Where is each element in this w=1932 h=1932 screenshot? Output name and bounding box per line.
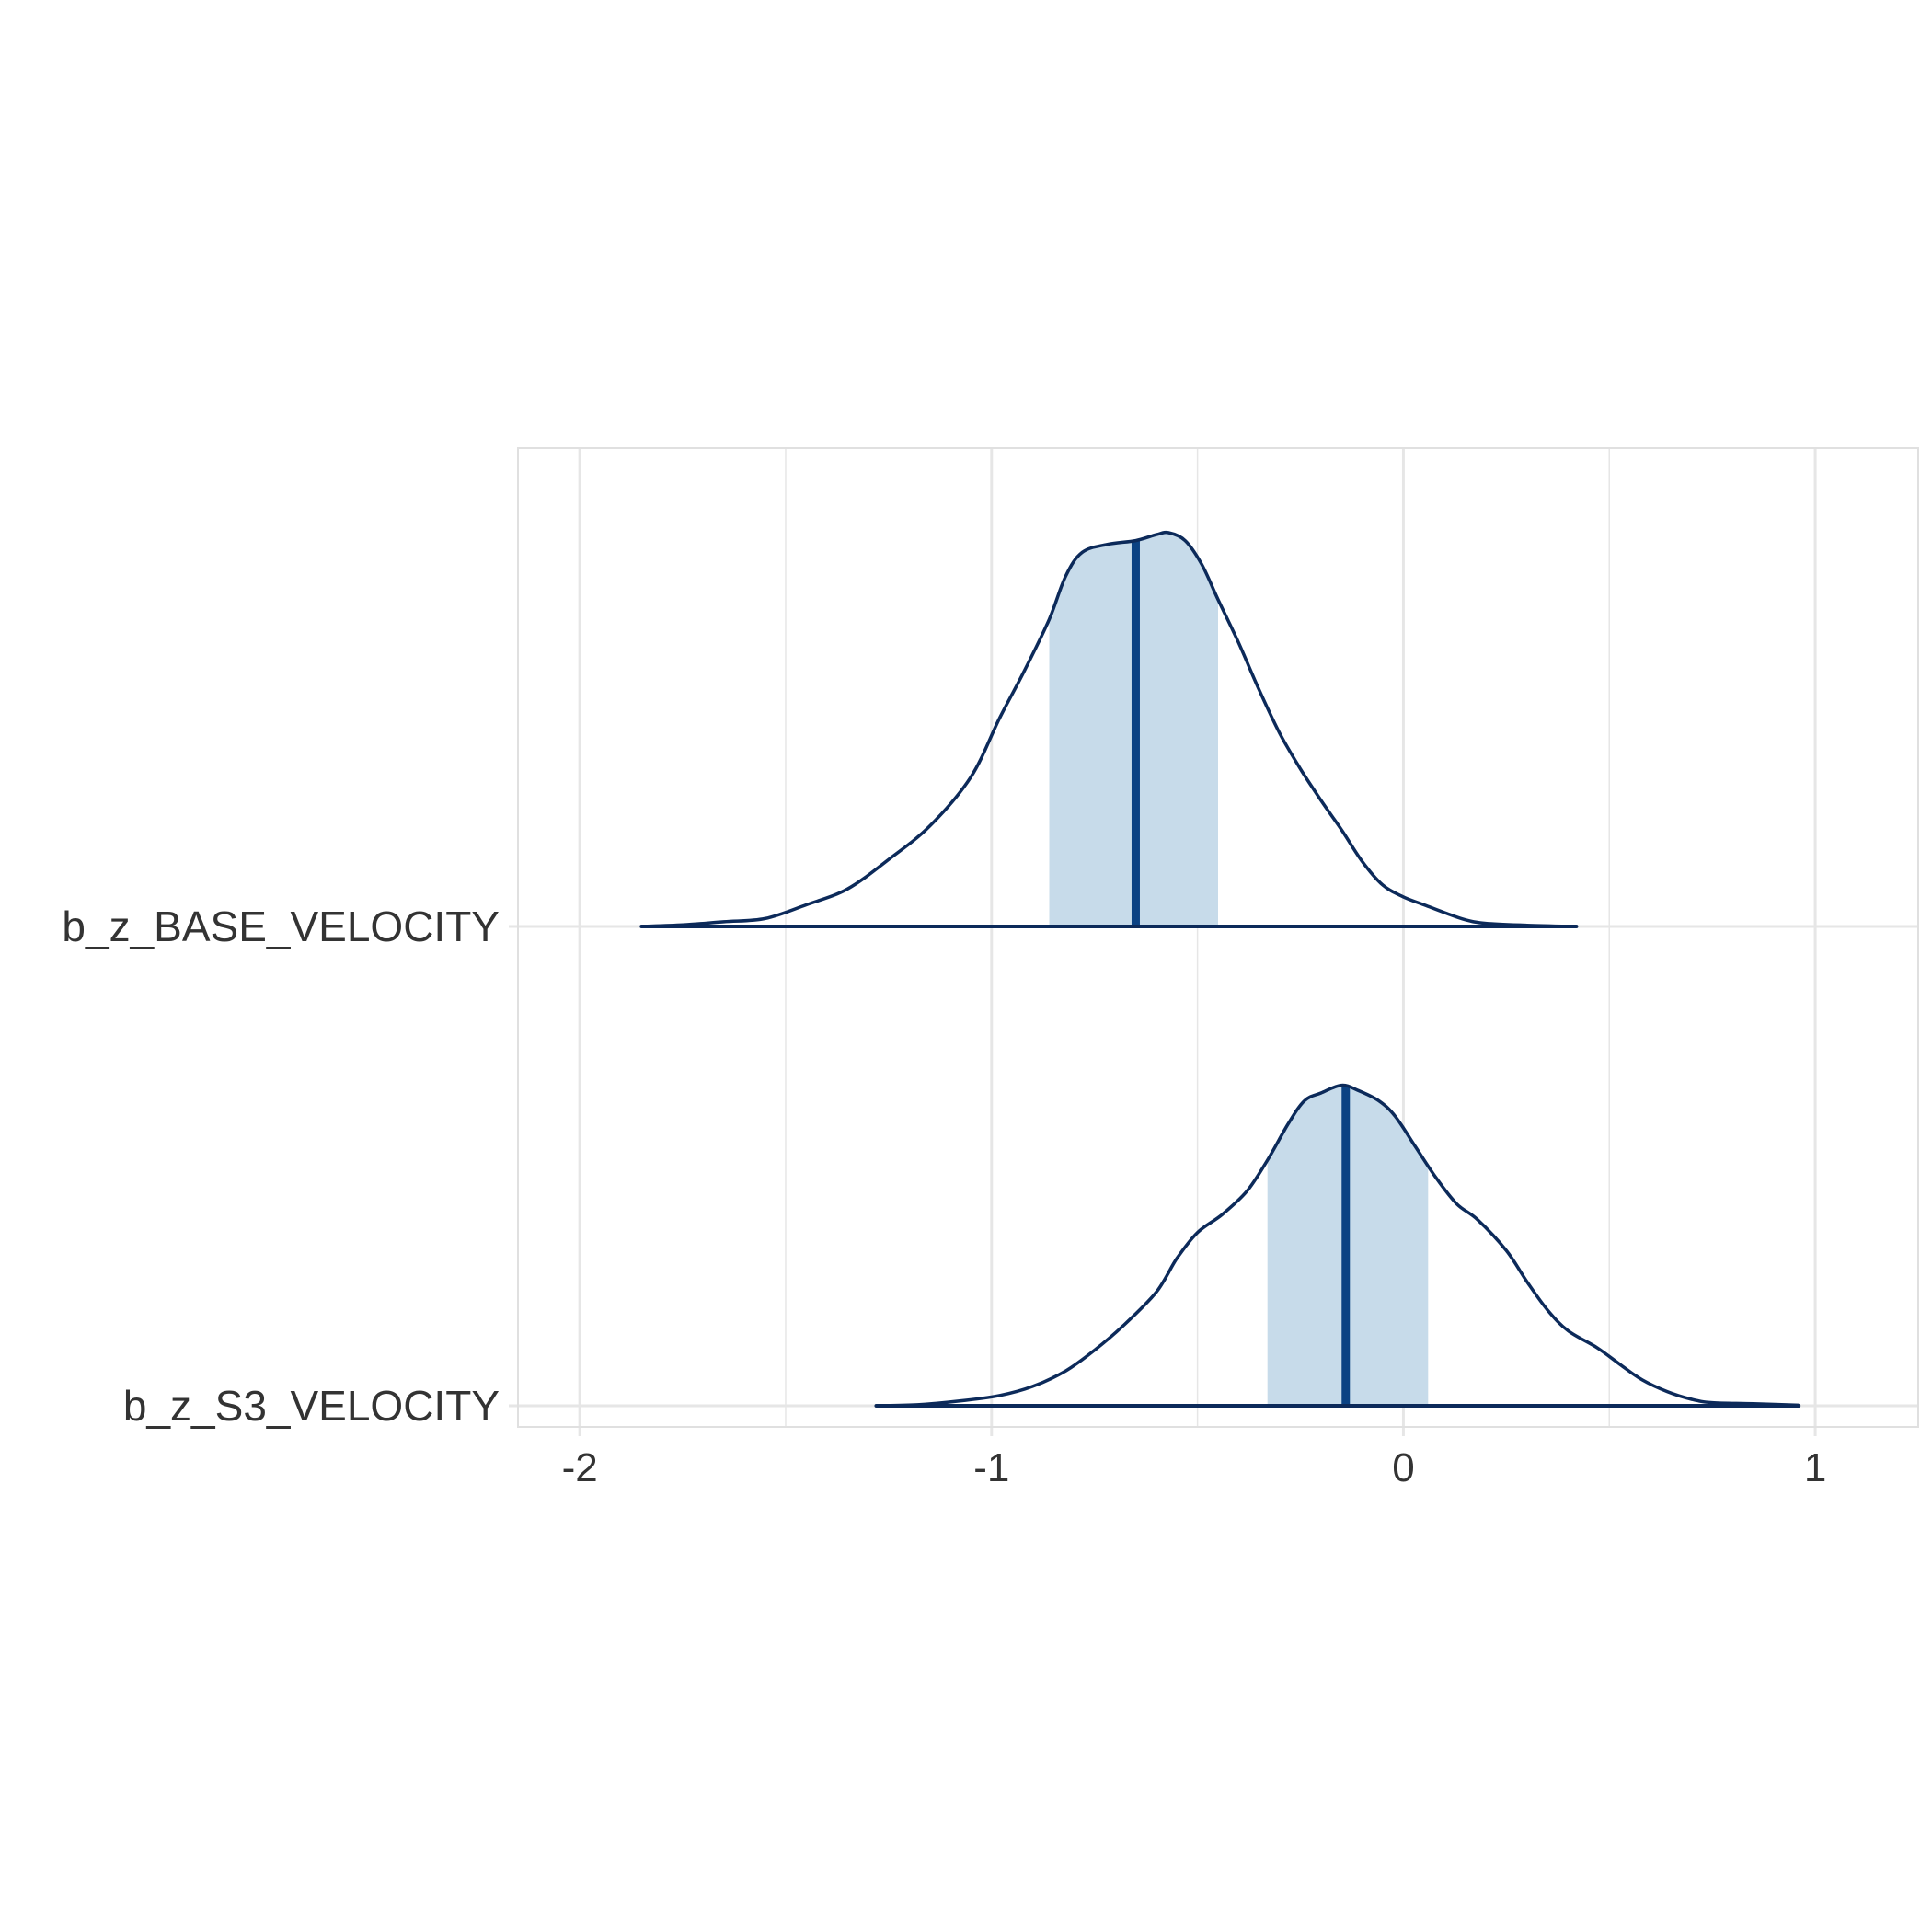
y-category-label: b_z_BASE_VELOCITY (62, 903, 500, 950)
panel-border (517, 447, 1919, 1428)
b-z-base-velocity-density-curve (641, 530, 1577, 928)
series-layer (639, 530, 1801, 1408)
y-category-label: b_z_S3_VELOCITY (123, 1382, 500, 1430)
b-z-s3-velocity-density-curve (876, 1083, 1800, 1408)
label-layer: -2 -1 0 1 b_z_BASE_VELOCITY b_z_S3_VELOCITY (62, 903, 1826, 1490)
x-tick-label: 1 (1804, 1445, 1826, 1490)
x-tick-label: 0 (1392, 1445, 1414, 1490)
x-tick-label: -2 (562, 1445, 598, 1490)
x-tick-label: -1 (973, 1445, 1009, 1490)
